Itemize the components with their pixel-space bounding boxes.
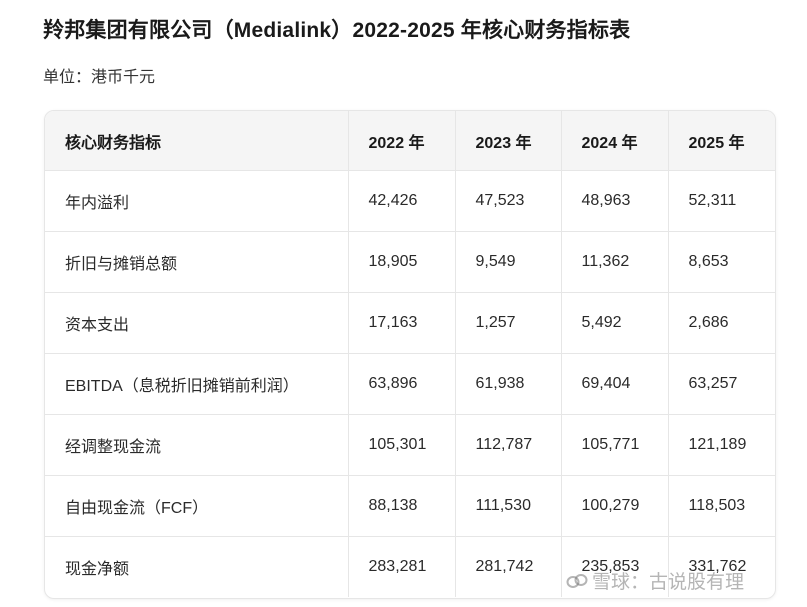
column-header-2022: 2022 年 [348, 111, 456, 171]
watermark: 雪球：古说股有理 [566, 567, 744, 594]
value-cell: 111,530 [455, 475, 562, 537]
metric-cell: 自由现金流（FCF） [45, 475, 349, 537]
metric-cell: 资本支出 [45, 292, 349, 354]
value-cell: 52,311 [668, 170, 775, 232]
value-cell: 1,257 [455, 292, 562, 354]
metric-cell: EBITDA（息税折旧摊销前利润） [45, 353, 349, 415]
table-header-row: 核心财务指标 2022 年 2023 年 2024 年 2025 年 [45, 111, 775, 171]
value-cell: 281,742 [455, 536, 562, 597]
value-cell: 61,938 [455, 353, 562, 415]
column-header-2025: 2025 年 [668, 111, 775, 171]
value-cell: 331,762 [688, 558, 747, 575]
value-cell: 105,771 [561, 414, 669, 476]
table-row: 年内溢利 42,426 47,523 48,963 52,311 [45, 170, 775, 232]
value-cell: 2,686 [668, 292, 775, 354]
value-cell: 235,853 [561, 536, 669, 597]
metric-cell: 年内溢利 [45, 170, 349, 232]
column-header-2023: 2023 年 [455, 111, 562, 171]
value-cell: 105,301 [348, 414, 456, 476]
value-cell: 9,549 [455, 231, 562, 293]
table-row: 经调整现金流 105,301 112,787 105,771 121,189 [45, 414, 775, 476]
table-row: 现金净额 283,281 281,742 235,853 331,762 [45, 536, 775, 597]
value-cell: 88,138 [348, 475, 456, 537]
metric-cell: 现金净额 [45, 536, 349, 597]
value-cell: 283,281 [348, 536, 456, 597]
financial-table-container: 核心财务指标 2022 年 2023 年 2024 年 2025 年 年内溢利 … [44, 110, 776, 599]
value-cell: 100,279 [561, 475, 669, 537]
column-header-2024: 2024 年 [561, 111, 669, 171]
value-cell: 5,492 [561, 292, 669, 354]
page-title: 羚邦集团有限公司（Medialink）2022-2025 年核心财务指标表 [43, 19, 631, 42]
table-row: EBITDA（息税折旧摊销前利润） 63,896 61,938 69,404 6… [45, 353, 775, 415]
value-cell: 118,503 [668, 475, 775, 537]
value-cell: 47,523 [455, 170, 562, 232]
value-cell: 42,426 [348, 170, 456, 232]
value-cell: 69,404 [561, 353, 669, 415]
value-cell: 48,963 [561, 170, 669, 232]
value-cell: 63,257 [668, 353, 775, 415]
value-cell: 63,896 [348, 353, 456, 415]
value-cell: 121,189 [668, 414, 775, 476]
value-cell: 112,787 [455, 414, 562, 476]
metric-cell: 经调整现金流 [45, 414, 349, 476]
table-row: 自由现金流（FCF） 88,138 111,530 100,279 118,50… [45, 475, 775, 537]
value-cell: 18,905 [348, 231, 456, 293]
financial-table: 核心财务指标 2022 年 2023 年 2024 年 2025 年 年内溢利 … [45, 111, 775, 597]
value-cell: 11,362 [561, 231, 669, 293]
value-cell: 8,653 [668, 231, 775, 293]
value-cell: 17,163 [348, 292, 456, 354]
column-header-metric: 核心财务指标 [45, 111, 349, 171]
watermark-text: 雪球：古说股有理 [592, 572, 745, 593]
snowball-logo-icon [566, 572, 588, 590]
table-row: 资本支出 17,163 1,257 5,492 2,686 [45, 292, 775, 354]
unit-label: 单位：港币千元 [43, 69, 156, 86]
table-row: 折旧与摊销总额 18,905 9,549 11,362 8,653 [45, 231, 775, 293]
metric-cell: 折旧与摊销总额 [45, 231, 349, 293]
